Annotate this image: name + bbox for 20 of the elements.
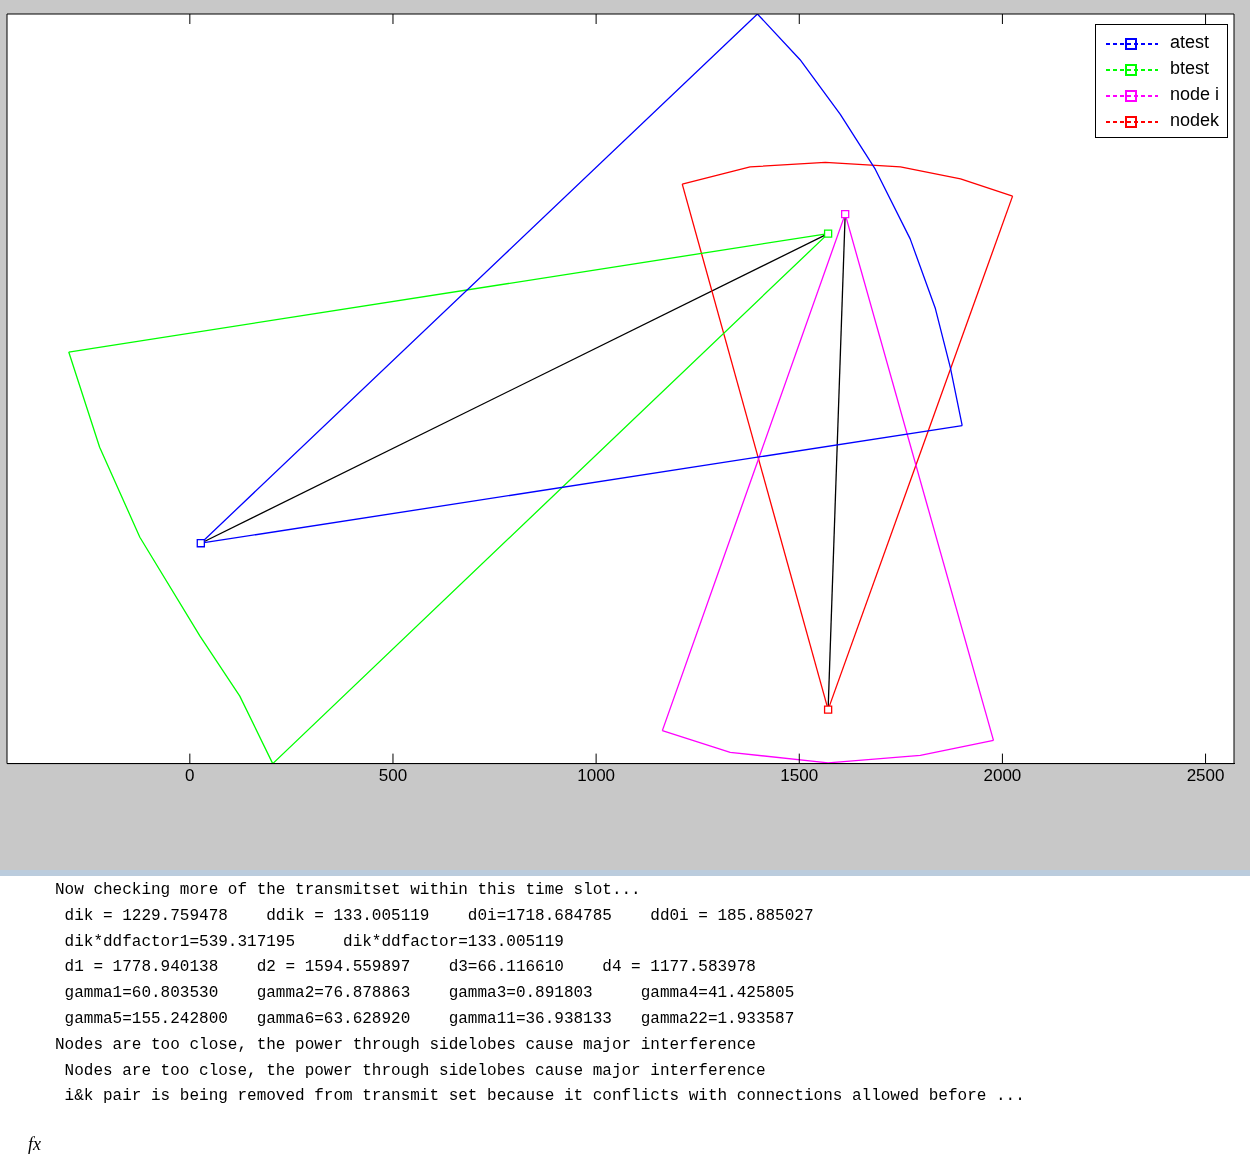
text: d1 = 1778.940138 d2 = 1594.559897 d3=66.116610 d4 = 1177.583978 <box>64 958 756 977</box>
legend-label: node i <box>1169 83 1219 105</box>
x-tick-label: 1500 <box>780 766 819 786</box>
text: gamma1=60.803530 gamma2=76.878863 gamma3=0.891803 gamma4=41.425805 <box>64 984 795 1003</box>
x-tick-label: 500 <box>378 766 408 786</box>
text: gamma5=155.242800 gamma6=63.628920 gamma11=36.938133 gamma22=1.933587 <box>64 1009 795 1028</box>
text: dik*ddfactor1=539.317195 dik*ddfactor=133.005119 <box>64 932 564 951</box>
x-tick-label: 2500 <box>1186 766 1225 786</box>
text: Nodes are too close, the power through sidelobes cause major interference <box>64 1061 766 1080</box>
legend-label: btest <box>1169 57 1209 79</box>
x-tick-label: 2000 <box>983 766 1022 786</box>
x-tick-label: 1000 <box>577 766 616 786</box>
x-tick-label: 0 <box>185 766 195 786</box>
text: fx <box>28 1134 41 1155</box>
text: Now checking more of the transmitset within this time slot... <box>55 881 641 899</box>
legend-label: nodek <box>1169 109 1219 131</box>
text: dik = 1229.759478 ddik = 133.005119 d0i=1718.684785 dd0i = 185.885027 <box>64 906 814 925</box>
text: Nodes are too close, the power through sidelobes cause major interference <box>55 1035 756 1054</box>
legend-label: atest <box>1169 31 1209 53</box>
text: i&k pair is being removed from transmit set because it conflicts with connections allowed before ... <box>64 1087 1025 1106</box>
